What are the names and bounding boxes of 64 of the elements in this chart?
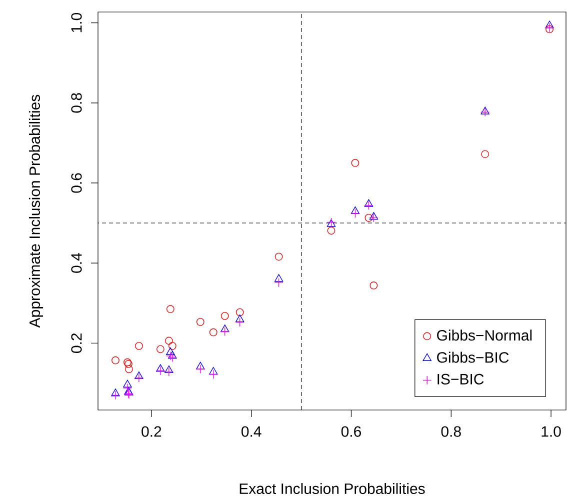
legend-label: Gibbs−BIC <box>437 352 509 363</box>
point <box>196 318 204 326</box>
point <box>125 365 133 374</box>
x-tick-label: 0.2 <box>142 426 162 437</box>
point <box>274 274 284 282</box>
point <box>209 328 218 336</box>
point <box>545 20 554 28</box>
point <box>350 208 360 218</box>
point <box>220 326 230 336</box>
point <box>166 351 175 360</box>
point <box>168 342 176 350</box>
point <box>134 373 144 383</box>
point <box>220 312 229 320</box>
legend-label: IS−BIC <box>438 374 484 384</box>
x-tick-label: 1.0 <box>542 426 561 437</box>
point <box>123 380 132 388</box>
point <box>480 106 490 114</box>
point <box>112 356 120 364</box>
point <box>134 371 144 380</box>
point <box>235 318 244 327</box>
point <box>164 365 174 374</box>
x-tick-label: 0.4 <box>242 426 262 437</box>
y-tick-label: 0.6 <box>71 173 82 193</box>
point <box>364 199 374 207</box>
point <box>135 342 143 350</box>
x-tick-label: 0.6 <box>341 426 362 437</box>
point <box>236 308 244 316</box>
point <box>166 347 175 355</box>
point <box>164 367 174 377</box>
point <box>327 226 336 235</box>
point <box>168 350 177 359</box>
point <box>364 214 373 222</box>
legend-label: Gibbs−Normal <box>437 330 532 341</box>
point <box>196 364 205 374</box>
point <box>370 282 378 290</box>
x-axis-title: Exact Inclusion Probabilities <box>240 483 425 494</box>
y-tick-label: 1.0 <box>71 12 82 32</box>
point <box>364 200 374 210</box>
point <box>236 314 244 322</box>
y-tick-label: 0.8 <box>71 93 82 113</box>
y-tick-label: 0.2 <box>71 333 82 353</box>
point <box>168 353 177 362</box>
point <box>208 370 218 379</box>
point <box>274 278 284 288</box>
point <box>196 362 205 370</box>
point <box>156 364 165 372</box>
point <box>274 252 283 261</box>
point <box>480 108 490 117</box>
point <box>156 366 165 376</box>
y-tick-label: 0.4 <box>71 253 82 273</box>
x-tick-label: 0.8 <box>441 426 461 437</box>
point <box>122 383 132 393</box>
point <box>124 358 132 366</box>
point <box>164 336 173 345</box>
point <box>481 150 490 158</box>
point <box>111 388 120 396</box>
point <box>166 305 174 314</box>
point <box>369 213 378 222</box>
point <box>110 390 120 400</box>
point <box>369 212 378 220</box>
point <box>351 159 360 167</box>
point <box>124 360 132 368</box>
point <box>156 345 164 354</box>
y-axis-title: Approximate Inclusion Probabilities <box>28 94 43 328</box>
